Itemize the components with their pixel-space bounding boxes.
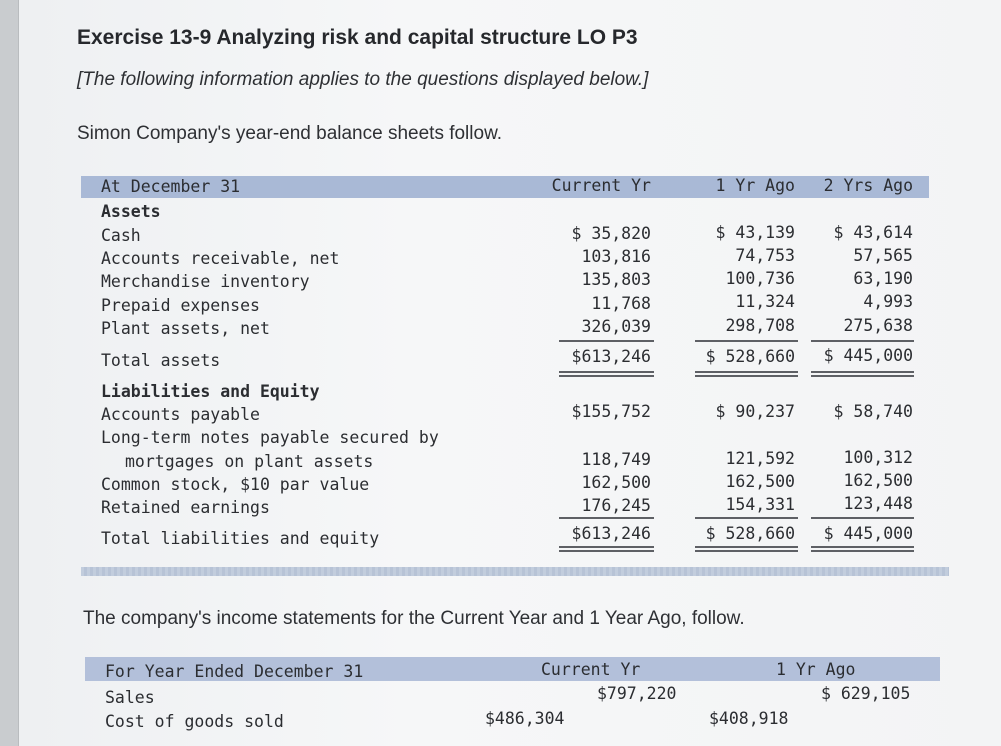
subtotal-rule-c2 — [695, 340, 798, 342]
exercise-title: Exercise 13-9 Analyzing risk and capital… — [77, 26, 638, 49]
income-statement-intro: The company's income statements for the … — [83, 608, 745, 629]
total-rule2-c1 — [559, 546, 654, 552]
total-rule2-c3 — [811, 546, 914, 552]
subtotal-rule-c3 — [811, 340, 914, 342]
textbook-page: Exercise 13-9 Analyzing risk and capital… — [18, 0, 1001, 746]
assets-heading: Assets — [101, 202, 161, 221]
income-header-1-yr-ago: 1 Yr Ago — [776, 660, 856, 679]
income-header-label: For Year Ended December 31 — [105, 662, 364, 681]
total-rule-c3 — [811, 371, 914, 377]
header-1-yr-ago: 1 Yr Ago — [715, 176, 795, 195]
total-rule-c1 — [559, 371, 654, 377]
total-rule-c2 — [695, 371, 798, 377]
subtotal-rule2-c3 — [811, 517, 914, 519]
header-current-yr: Current Yr — [551, 176, 651, 195]
total-rule2-c2 — [695, 546, 798, 552]
header-label: At December 31 — [101, 177, 241, 196]
liabilities-heading: Liabilities and Equity — [101, 382, 320, 401]
info-note: [The following information applies to th… — [77, 69, 649, 90]
table-bottom-band — [81, 567, 949, 576]
header-2-yrs-ago: 2 Yrs Ago — [823, 176, 913, 195]
balance-sheet-header-bar — [81, 176, 929, 198]
subtotal-rule-c1 — [559, 340, 654, 342]
subtotal-rule2-c2 — [695, 517, 798, 519]
income-header-current-yr: Current Yr — [541, 660, 641, 679]
subtotal-rule2-c1 — [559, 517, 654, 519]
income-statement-header-bar — [85, 657, 940, 681]
balance-sheet-intro: Simon Company's year-end balance sheets … — [77, 123, 503, 144]
